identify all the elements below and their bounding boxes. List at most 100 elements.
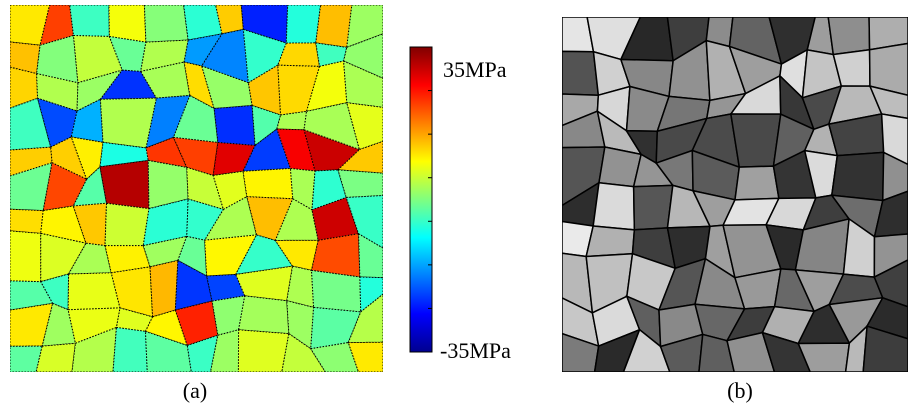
grain <box>345 195 383 249</box>
grain <box>40 273 70 311</box>
grain <box>562 50 600 96</box>
grain <box>143 5 189 43</box>
grain <box>251 104 282 147</box>
grain <box>347 293 383 344</box>
grain <box>234 265 294 302</box>
grain <box>309 342 360 372</box>
grain <box>659 333 704 372</box>
grain <box>36 97 78 148</box>
grain <box>99 141 149 168</box>
grain <box>10 345 43 372</box>
grain <box>210 329 240 372</box>
grain <box>112 326 148 372</box>
grain <box>274 239 319 271</box>
grain <box>347 341 383 372</box>
grain <box>242 128 292 172</box>
grain <box>343 33 383 79</box>
grain <box>144 330 192 372</box>
grain <box>336 140 383 174</box>
grain <box>632 184 674 231</box>
grain <box>10 41 41 75</box>
grain <box>868 85 908 120</box>
grain <box>183 5 223 41</box>
grain <box>147 159 189 210</box>
grain <box>76 69 124 112</box>
grain <box>873 233 908 279</box>
grain <box>242 28 287 84</box>
grain <box>10 230 42 283</box>
grain <box>274 198 319 241</box>
grain <box>50 136 88 181</box>
grain <box>827 17 871 56</box>
grain <box>70 136 104 181</box>
grain <box>72 34 123 84</box>
grain-map <box>562 17 908 372</box>
grain <box>39 5 75 46</box>
grain <box>71 326 118 372</box>
grain <box>844 324 868 372</box>
colorbar-min-label: -35MPa <box>440 338 511 363</box>
stress-map <box>10 5 383 372</box>
grain <box>761 331 812 372</box>
grain <box>698 333 735 372</box>
grain <box>36 72 79 112</box>
grain <box>585 225 636 258</box>
grain <box>215 5 244 35</box>
grain <box>286 265 315 309</box>
panel-label: (a) <box>183 378 207 403</box>
grain <box>359 276 383 313</box>
grain <box>99 159 150 210</box>
grain <box>873 190 908 238</box>
grain <box>868 42 908 97</box>
grain <box>281 332 327 372</box>
grain <box>346 102 383 151</box>
grain <box>110 266 154 318</box>
grain <box>303 102 361 151</box>
grain <box>830 151 885 202</box>
grain <box>337 169 383 199</box>
colorbar-max-label: 35MPa <box>443 57 507 82</box>
grain <box>310 306 362 350</box>
grain <box>277 64 321 116</box>
grain <box>104 202 150 247</box>
grain <box>311 196 360 241</box>
grain <box>237 329 290 372</box>
grain <box>310 269 362 313</box>
grain <box>42 162 88 212</box>
grain <box>734 165 780 201</box>
grain <box>276 110 308 131</box>
grain <box>10 162 53 212</box>
grain <box>238 295 290 335</box>
grain <box>10 208 44 234</box>
grain <box>315 5 353 48</box>
grain <box>242 167 294 200</box>
grain <box>213 104 256 147</box>
grain <box>212 170 248 211</box>
colorbar <box>409 46 433 353</box>
grain <box>183 61 215 110</box>
grain <box>868 17 908 51</box>
grain <box>67 307 121 344</box>
grain <box>873 259 908 308</box>
grain <box>343 60 383 108</box>
grain <box>310 233 361 278</box>
grain <box>729 113 782 168</box>
grain <box>186 334 219 372</box>
grain <box>726 331 776 372</box>
grain <box>797 342 851 372</box>
grain <box>862 325 908 372</box>
grain <box>10 146 53 177</box>
grain <box>880 113 908 166</box>
grain <box>10 97 52 151</box>
grain <box>277 42 321 67</box>
grain <box>562 332 600 372</box>
grain <box>69 5 110 37</box>
grain <box>67 242 112 275</box>
grain <box>211 295 246 336</box>
panel-label: (b) <box>727 378 753 403</box>
grain <box>99 97 158 149</box>
grain <box>10 280 54 311</box>
grain <box>285 5 322 44</box>
grain <box>622 328 671 372</box>
